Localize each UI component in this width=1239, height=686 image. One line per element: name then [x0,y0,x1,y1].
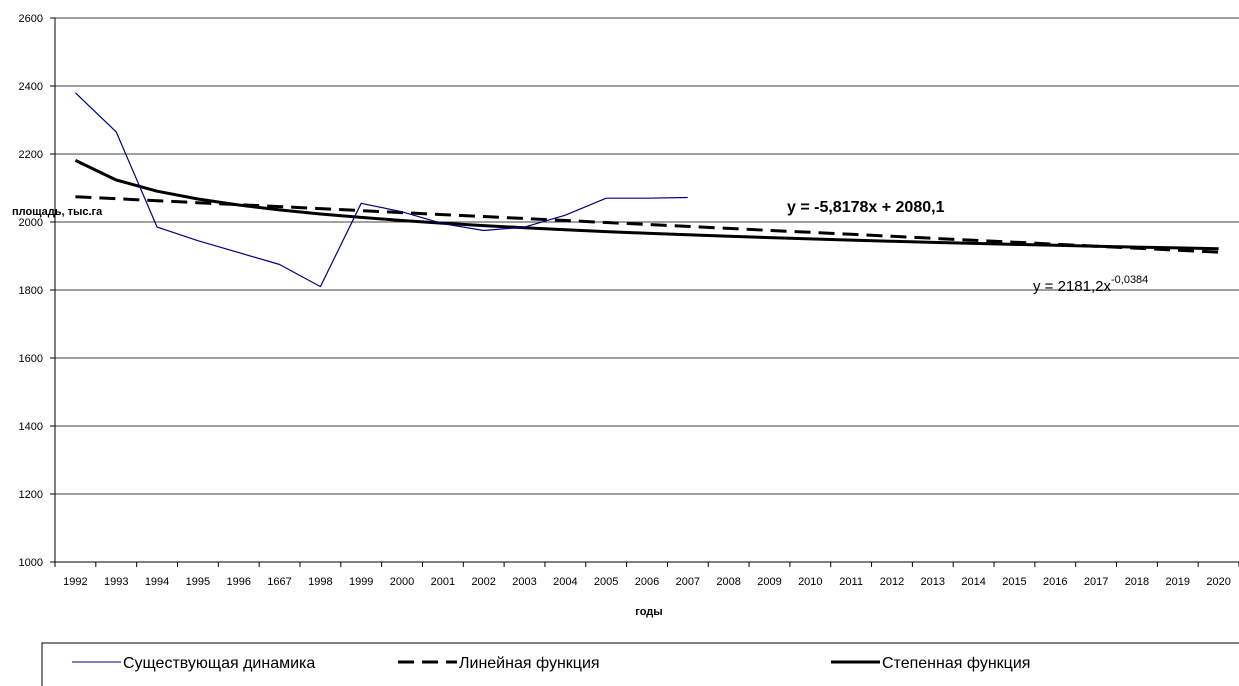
x-tick-label: 1999 [349,576,373,588]
series-lines [74,92,1219,288]
power-equation-label: y = 2181,2x-0,0384 [1033,274,1148,295]
y-tick-label: 2000 [19,217,43,229]
x-tick-label: 2006 [635,576,659,588]
y-tick-label: 2200 [19,149,43,161]
y-tick-labels: 1000 1200 1400 1600 1800 2000 2200 2400 2600 [19,13,43,569]
x-tick-label: 2011 [839,576,863,588]
y-tick-label: 1000 [19,557,43,569]
x-tick-label: 2001 [431,576,455,588]
legend-label-linear: Линейная функция [459,655,600,672]
x-tick-label: 2012 [880,576,904,588]
y-tick-label: 1800 [19,285,43,297]
x-tick-label: 2017 [1084,576,1108,588]
y-tick-label: 1600 [19,353,43,365]
x-tick-label: 1995 [186,576,210,588]
x-tick-label: 2015 [1002,576,1026,588]
x-tick-label: 2004 [553,576,577,588]
legend-label-existing: Существующая динамика [123,655,315,672]
series-line-2 [74,159,1219,251]
legend-label-power: Степенная функция [882,655,1030,672]
x-tick-label: 1992 [63,576,87,588]
x-tick-label: 2005 [594,576,618,588]
power-equation-exponent: -0,0384 [1111,274,1148,286]
x-tick-label: 2013 [921,576,945,588]
x-tick-label: 2014 [961,576,985,588]
legend-frame [41,642,1239,686]
x-tick-label: 2002 [471,576,495,588]
x-tick-label: 1994 [145,576,169,588]
x-tick-label: 2019 [1166,576,1190,588]
x-tick-label: 2009 [757,576,781,588]
power-equation-base: y = 2181,2x [1033,278,1111,295]
gridlines [50,17,1239,567]
x-tick-label: 2008 [716,576,740,588]
x-tick-label: 2010 [798,576,822,588]
x-tick-label: 2020 [1206,576,1230,588]
x-tick-label: 1996 [226,576,250,588]
x-tick-label: 2000 [390,576,414,588]
x-tick-label: 2003 [512,576,536,588]
x-tick-label: 1993 [104,576,128,588]
y-tick-label: 2600 [19,13,43,25]
series-line-0 [74,92,688,288]
linear-equation-label: y = -5,8178x + 2080,1 [787,199,945,216]
x-tick-labels: 1992 1993 1994 1995 1996 1667 1998 1999 2000 2001… [63,576,1231,588]
x-tick-label: 1667 [267,576,291,588]
x-tick-label: 2018 [1125,576,1149,588]
y-tick-label: 1400 [19,421,43,433]
y-tick-label: 2400 [19,81,43,93]
x-axis-title: годы [635,606,662,618]
x-tick-label: 2007 [676,576,700,588]
y-tick-label: 1200 [19,489,43,501]
y-axis-title: площадь, тыс.га [12,206,103,218]
legend: Существующая динамика Линейная функция С… [41,642,1239,686]
x-tick-label: 1998 [308,576,332,588]
x-tick-label: 2016 [1043,576,1067,588]
